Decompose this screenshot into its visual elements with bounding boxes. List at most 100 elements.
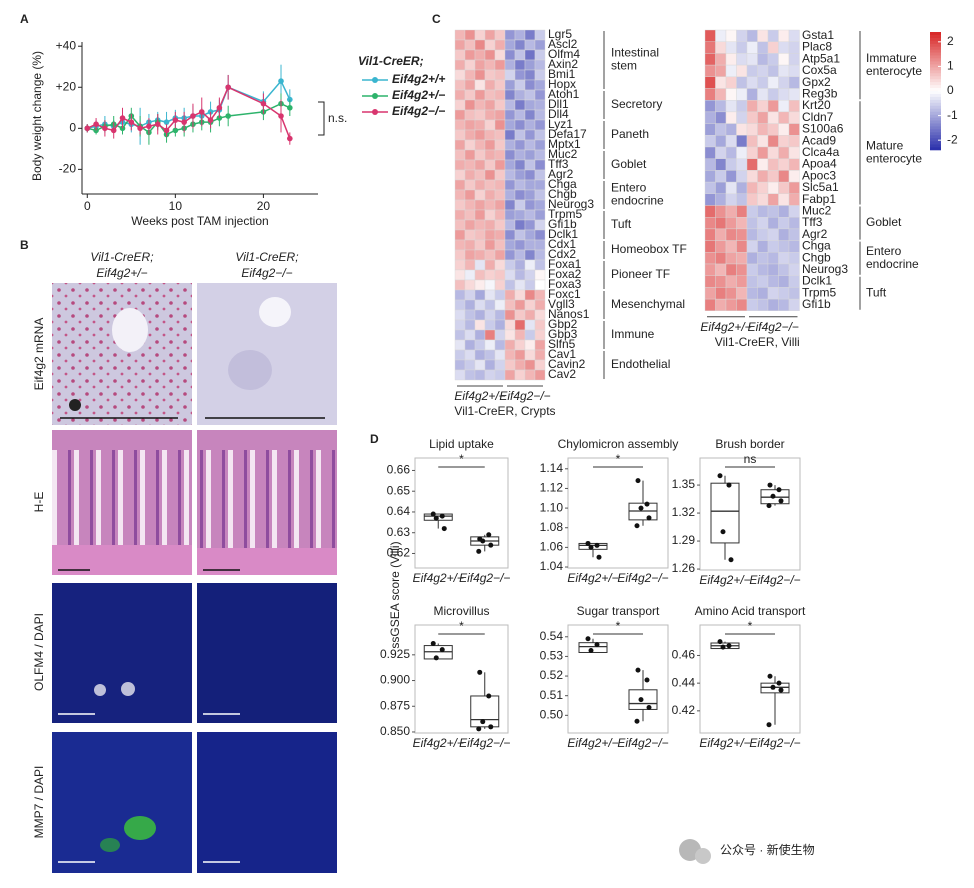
colorbar-segment [930, 49, 941, 53]
heatmap-cell [454, 279, 466, 291]
watermark: 公众号 · 新使生物 [720, 842, 815, 857]
heatmap-cell [757, 123, 769, 136]
heatmap-cell [524, 189, 536, 201]
heatmap-cell [484, 369, 496, 381]
heatmap-cell [484, 29, 496, 41]
y-tick-label: 0.875 [380, 698, 410, 712]
heatmap-cell [746, 205, 758, 218]
heatmap-cell [504, 229, 516, 241]
point [225, 84, 231, 91]
heatmap-cell [778, 111, 790, 124]
legend-title: Vil1-CreER; [358, 54, 424, 68]
heatmap-cell [704, 53, 716, 66]
x-tick-label: Eif4g2−/− [459, 571, 510, 585]
heatmap-cell [704, 252, 716, 265]
gene-label: Gsta1 [802, 28, 834, 42]
heatmap-cell [725, 88, 737, 101]
heatmap-cell [736, 29, 748, 42]
heatmap-cell [514, 109, 526, 121]
heatmap-cell [474, 359, 486, 371]
heatmap-cell [494, 99, 506, 111]
heatmap-cell [788, 111, 800, 124]
point [480, 719, 486, 725]
heatmap-cell [725, 287, 737, 300]
heatmap-cell [704, 158, 716, 171]
heatmap-cell [704, 193, 716, 206]
heatmap-cell [454, 89, 466, 101]
heatmap-cell [494, 309, 506, 321]
point [635, 667, 641, 673]
heatmap-cell [767, 64, 779, 77]
heatmap-cell [534, 199, 546, 211]
colorbar-segment [930, 88, 941, 92]
heatmap-cell [704, 64, 716, 77]
legend-marker [372, 93, 378, 99]
image [197, 583, 337, 723]
heatmap-cell [757, 205, 769, 218]
heatmap-cell [524, 39, 536, 51]
heatmap-cell [474, 219, 486, 231]
heatmap-cell [464, 239, 476, 251]
point [287, 135, 293, 142]
heatmap-cell [704, 146, 716, 159]
group-label: enterocyte [866, 64, 922, 78]
point [216, 104, 223, 111]
heatmap-cell [704, 29, 716, 42]
heatmap-cell [725, 263, 737, 276]
heatmap-cell [757, 53, 769, 66]
plot-title: Brush border [715, 437, 784, 451]
heatmap-cell [757, 298, 769, 312]
heatmap-cell [494, 109, 506, 121]
colorbar-segment [930, 123, 941, 127]
point [720, 529, 726, 535]
y-tick-label: 1.12 [540, 481, 564, 495]
heatmap-cell [704, 263, 716, 276]
y-tick-label: 0.62 [387, 546, 411, 560]
heatmap-cell [524, 289, 536, 301]
plot-title: Amino Acid transport [695, 604, 806, 618]
heatmap-cell [746, 287, 758, 300]
heatmap-cell [494, 189, 506, 201]
heatmap-cell [464, 289, 476, 301]
heatmap-cell [484, 79, 496, 91]
x-tick-label: 0 [84, 199, 91, 213]
heatmap-cell [474, 319, 486, 331]
point [594, 542, 600, 548]
colorbar-segment [930, 76, 941, 80]
heatmap-cell [715, 263, 727, 276]
point [476, 726, 482, 732]
heatmap-cell [704, 41, 716, 54]
heatmap-cell [746, 146, 758, 159]
image [197, 732, 337, 873]
heatmap-cell [778, 216, 790, 230]
heatmap-cell [524, 119, 536, 131]
heatmap-cell [788, 298, 800, 312]
heatmap-cell [474, 339, 486, 351]
heatmap-cell [484, 319, 496, 331]
heatmap-cell [715, 181, 727, 195]
gene-label: Gpx2 [802, 75, 831, 89]
colorbar-segment [930, 102, 941, 107]
heatmap-cell [736, 88, 748, 101]
y-tick-label: -20 [59, 162, 77, 176]
point [486, 532, 492, 538]
heatmap-cell [736, 205, 748, 218]
group-label: Goblet [866, 215, 902, 229]
heatmap-cell [534, 49, 546, 61]
y-tick-label: 0.53 [540, 649, 564, 663]
heatmap-cell [514, 269, 526, 281]
y-tick-label: 1.04 [540, 559, 564, 573]
y-tick-label: 0.44 [672, 675, 696, 689]
gene-label: Ascl2 [548, 37, 578, 51]
plot-frame [699, 457, 801, 571]
y-axis-label: ssGSEA score (Villi) [388, 541, 402, 648]
gene-label: Krt20 [802, 98, 831, 112]
heatmap-cell [715, 64, 727, 77]
heatmap-cell [704, 170, 716, 183]
point [163, 127, 170, 134]
plot-frame [414, 624, 509, 734]
heatmap-cell [464, 369, 476, 381]
colorbar-segment [930, 37, 941, 42]
heatmap-cell [534, 289, 546, 301]
